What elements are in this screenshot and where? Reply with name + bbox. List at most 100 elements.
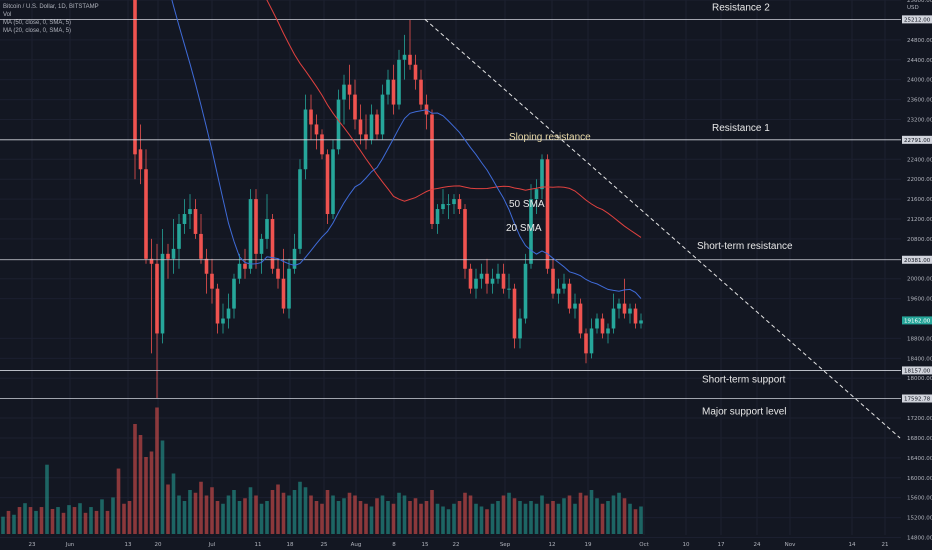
volume-bar [589,490,594,534]
volume-bar [617,492,621,534]
ma50-indicator-label[interactable]: MA (50, close, 0, SMA, 5) [3,20,72,26]
volume-bar [23,503,27,534]
candle-body [254,199,258,254]
candle-body [204,258,209,274]
volume-bar [193,492,198,534]
volume-bar [303,487,308,534]
price-tick-label: 17200.00 [907,416,932,422]
candle-body [358,119,363,135]
price-tick-label: 19600.00 [907,297,932,303]
level-price-tags: 25212.00 22791.00 20381.00 18157.00 17592.78 [902,15,932,403]
level-price-tag [902,394,932,403]
candle-body [578,303,583,334]
price-tick-label: 15600.00 [907,496,932,502]
candle-body [314,124,319,135]
volume-bar [639,506,643,534]
candle-body [496,273,500,279]
candle-body [276,268,280,279]
candle-body [474,278,478,289]
volume-bar [441,506,445,534]
time-tick-label: 10 [683,542,690,548]
price-tick-label: 14800.00 [907,535,932,541]
level-price-tag [902,135,932,144]
volume-bar [435,503,440,534]
volume-bar [67,505,71,534]
candle-body [364,134,368,140]
candle-body [369,114,374,140]
candle-body [595,318,599,329]
candle-body [485,273,489,284]
ma20-indicator-label[interactable]: MA (20, close, 0, SMA, 5) [3,28,72,34]
volume-bar [540,495,544,534]
volume-bar [534,503,539,534]
time-tick-label: 17 [718,542,725,548]
level-price-text: 18157.00 [904,368,931,374]
volume-bar [133,424,137,534]
candle-body [226,308,231,319]
volume-bar [342,498,346,534]
candle-body [325,154,330,215]
volume-bar [358,501,363,534]
time-tick-label: 12 [549,542,556,548]
volume-bar [391,503,396,534]
candle-body [441,204,445,210]
volume-bar [386,501,390,534]
volume-bar [188,490,192,534]
volume-bar [122,503,126,534]
time-tick-label: Oct [639,542,649,548]
volume-bar [45,464,49,534]
candle-body [529,199,533,264]
sloping-resistance-line[interactable] [424,18,901,439]
volume-bar [501,495,506,534]
volume-bar [72,507,77,534]
symbol-title[interactable]: Bitcoin / U.S. Dollar, 1D, BITSTAMP [3,4,99,10]
volume-bar [347,492,352,534]
candle-body [430,114,434,224]
chart-legend: Bitcoin / U.S. Dollar, 1D, BITSTAMP Vol … [3,3,99,35]
price-tick-label: 24000.00 [907,78,932,84]
currency-label: USD [907,5,919,11]
candle-body [490,278,495,284]
volume-bar [584,495,588,534]
candle-body [589,328,594,354]
volume-bar [496,501,500,534]
candle-body [155,263,159,334]
level-price-text: 17592.78 [904,397,931,403]
volume-bar [485,509,489,534]
volume-bar [144,457,148,534]
time-tick-label: 23 [29,542,36,548]
price-tick-label: 22000.00 [907,177,932,183]
sma20-label: 20 SMA [506,223,542,234]
time-tick-label: 18 [287,542,294,548]
candle-body [193,209,198,234]
volume-indicator-label[interactable]: Vol [3,12,12,18]
time-tick-label: 13 [125,542,132,548]
volume-bar [325,490,330,534]
price-tick-label: 16800.00 [907,436,932,442]
volume-bar [12,514,16,534]
time-tick-label: 25 [321,542,328,548]
candle-body [380,94,385,135]
candle-body [171,248,176,259]
volume-bar [320,503,324,534]
volume-bar [50,508,55,534]
price-axis-panel [901,0,932,550]
time-tick-label: 8 [392,542,396,548]
candle-body [199,233,203,259]
volume-bar [633,509,638,534]
volume-bar [204,495,209,534]
candle-body [518,318,522,339]
price-tick-label: 18400.00 [907,356,932,362]
price-axis: 27200.0026800.0026400.0026000.0025600.00… [907,0,932,541]
volume-bar [523,503,528,534]
volume-bar [413,498,418,534]
level-price-text: 22791.00 [904,138,931,144]
volume-bar [309,495,313,534]
volume-bar [89,507,93,534]
candle-body [402,54,407,60]
volume-bar [628,503,632,534]
candle-body [386,79,390,95]
candle-body [463,209,467,269]
volume-bar [276,484,280,534]
